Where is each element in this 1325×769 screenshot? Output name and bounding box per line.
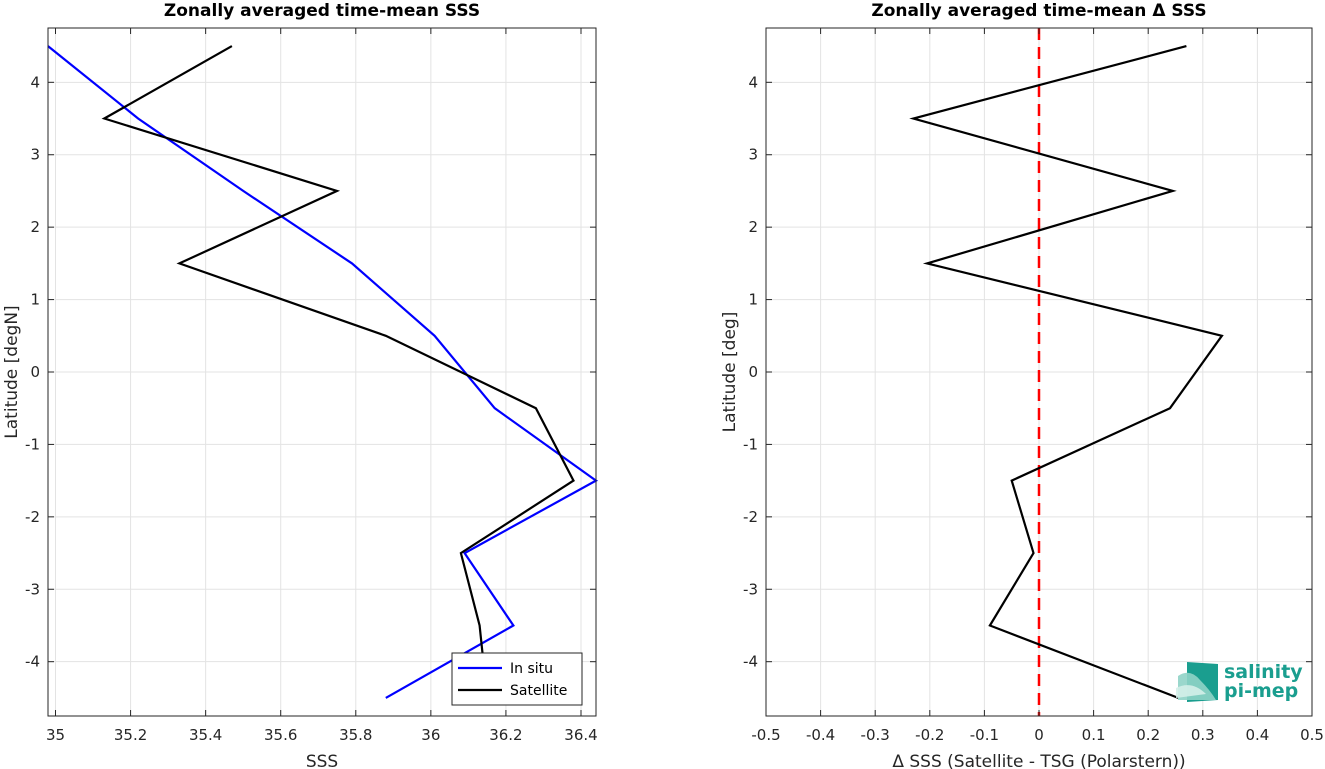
x-tick-label: 0.1	[1082, 726, 1106, 744]
salinity-pimep-logo: salinity pi-mep	[1176, 661, 1303, 702]
x-tick-label: 35.2	[114, 726, 147, 744]
x-tick-label: -0.2	[915, 726, 944, 744]
x-tick-label: 36.2	[489, 726, 522, 744]
y-tick-label: -4	[743, 653, 758, 671]
x-axis-label: Δ SSS (Satellite - TSG (Polarstern))	[892, 752, 1185, 769]
y-tick-label: 2	[748, 218, 758, 236]
y-tick-label: -1	[743, 435, 758, 453]
x-tick-label: -0.4	[806, 726, 835, 744]
y-tick-label: -1	[25, 435, 40, 453]
x-tick-label: 36	[421, 726, 440, 744]
chart-title: Zonally averaged time-mean Δ SSS	[871, 1, 1206, 21]
x-tick-label: 35	[46, 726, 65, 744]
y-tick-label: 0	[748, 363, 758, 381]
legend-label-1: In situ	[510, 661, 553, 677]
logo-line-2: pi-mep	[1224, 680, 1298, 702]
y-tick-label: 3	[748, 146, 758, 164]
y-tick-label: -3	[25, 580, 40, 598]
x-tick-label: 0.2	[1136, 726, 1160, 744]
y-tick-label: -4	[25, 653, 40, 671]
x-tick-label: 0.4	[1245, 726, 1269, 744]
logo-line-1: salinity	[1224, 661, 1303, 683]
x-tick-label: 0	[1034, 726, 1044, 744]
x-tick-label: -0.3	[861, 726, 890, 744]
y-tick-label: -3	[743, 580, 758, 598]
y-axis-label: Latitude [deg]	[720, 312, 740, 433]
y-tick-label: 1	[748, 291, 758, 309]
y-tick-label: 4	[30, 73, 40, 91]
x-tick-label: -0.5	[751, 726, 780, 744]
panel-sss: 35 35.2 35.4 35.6 35.8 36 36.2 36.4 -4 -3 -2 -1 0 1 2 3…	[2, 1, 599, 769]
y-tick-label: 0	[30, 363, 40, 381]
x-tick-label: 35.6	[264, 726, 297, 744]
y-tick-label: 4	[748, 73, 758, 91]
series-line-1	[909, 45, 1224, 699]
y-tick-label: 3	[30, 146, 40, 164]
chart-title: Zonally averaged time-mean SSS	[164, 1, 480, 21]
x-tick-label: 36.4	[564, 726, 597, 744]
legend: In situ Satellite	[451, 652, 583, 706]
y-tick-label: -2	[25, 508, 40, 526]
x-tick-label: 0.3	[1191, 726, 1215, 744]
y-tick-label: -2	[743, 508, 758, 526]
legend-box	[451, 652, 583, 706]
series-line-in-situ	[47, 45, 599, 699]
x-axis-label: SSS	[306, 752, 338, 769]
legend-label-2: Satellite	[510, 683, 567, 699]
y-tick-label: 2	[30, 218, 40, 236]
x-tick-label: 35.4	[189, 726, 222, 744]
x-tick-label: 35.8	[339, 726, 372, 744]
y-axis-label: Latitude [degN]	[2, 305, 22, 438]
y-tick-label: 1	[30, 291, 40, 309]
x-tick-label: 0.5	[1300, 726, 1324, 744]
x-tick-label: -0.1	[970, 726, 999, 744]
logo-wave-pale-icon	[1176, 685, 1206, 698]
panel-delta-sss: -0.5 -0.4 -0.3 -0.2 -0.1 0 0.1 0.2 0.3 0.4 0.5 -4 -3…	[720, 1, 1324, 769]
series-line-satellite	[101, 45, 575, 662]
